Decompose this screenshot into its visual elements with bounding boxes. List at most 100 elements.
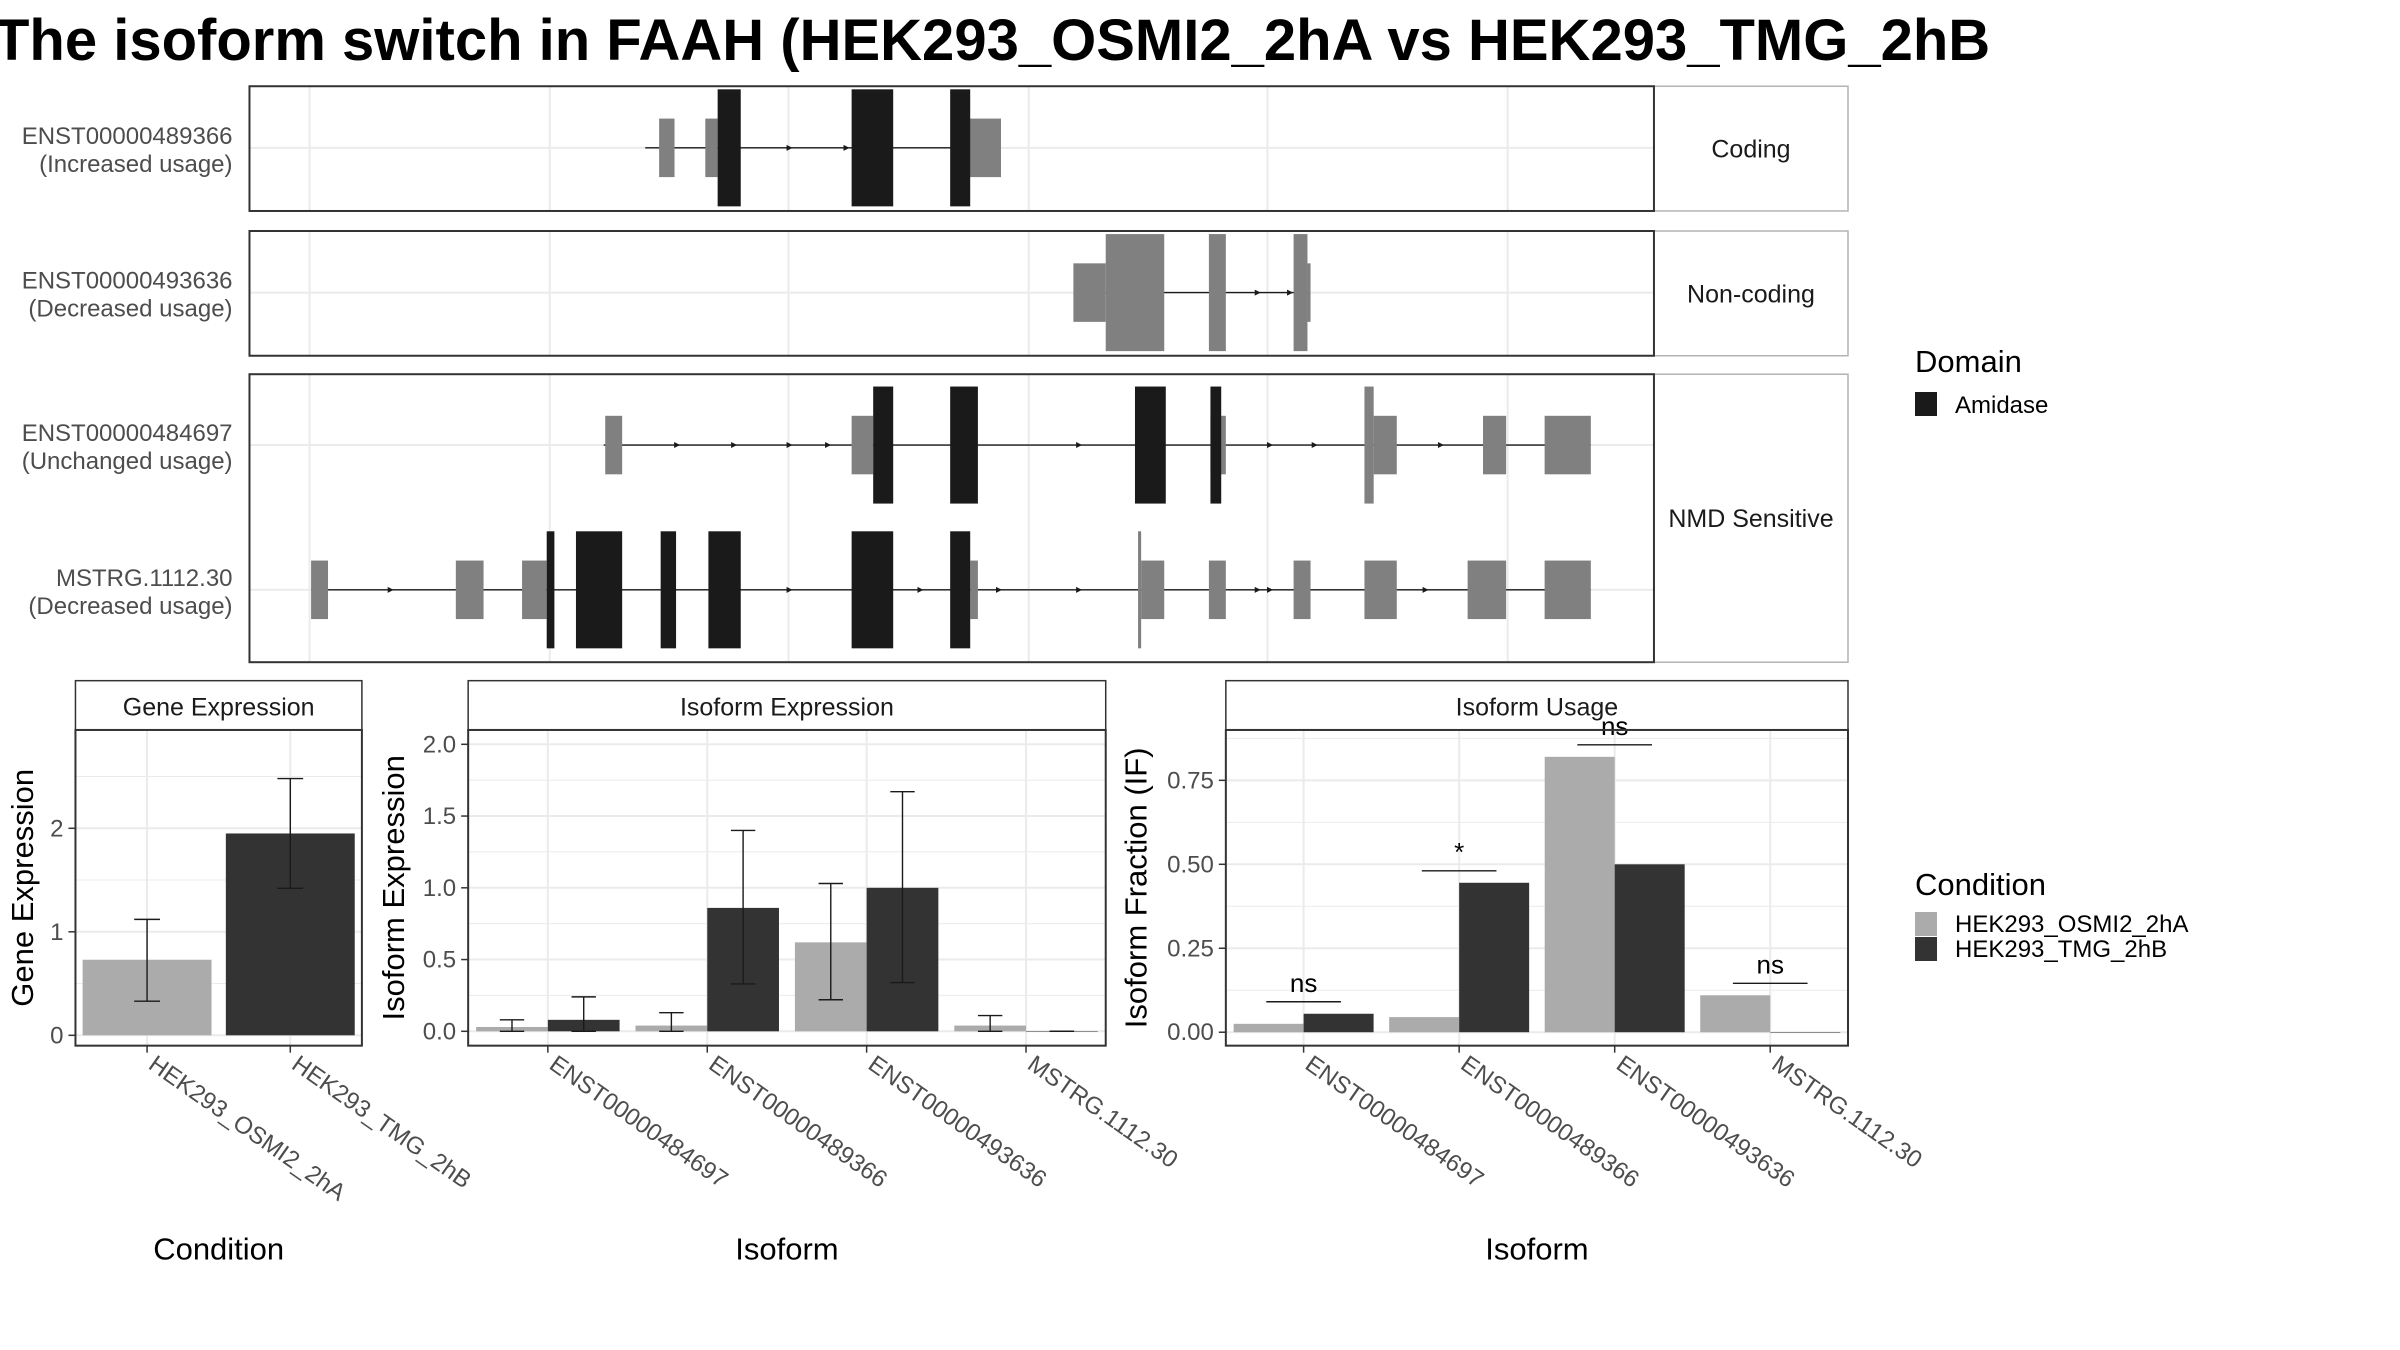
transcript-name-label: MSTRG.1112.30: [56, 565, 233, 592]
y-tick-label: 0: [50, 1022, 63, 1049]
amidase-domain-exon: [717, 89, 741, 207]
facet-panel-border: [248, 230, 1655, 357]
strand-arrow: [674, 442, 681, 449]
utr-exon: [1073, 263, 1106, 322]
facet-strip: [1653, 230, 1849, 357]
utr-exon: [1138, 531, 1142, 649]
y-axis-title: Isoform Expression: [376, 755, 411, 1020]
amidase-domain-exon: [546, 531, 555, 649]
panel-strip-title: Isoform Usage: [1456, 694, 1619, 722]
strand-arrow: [1311, 442, 1318, 449]
y-tick-label: 0.5: [423, 947, 456, 974]
utr-exon: [1307, 263, 1311, 322]
y-tick-label: 2: [50, 815, 63, 842]
y-tick-label: 0.00: [1167, 1019, 1214, 1046]
strand-arrow: [387, 586, 394, 593]
significance-label: ns: [1601, 711, 1628, 741]
y-axis-title: Isoform Fraction (IF): [1119, 747, 1154, 1028]
transcript-name-label: ENST00000489366: [22, 123, 233, 150]
x-axis-title: Isoform: [1485, 1232, 1588, 1267]
strand-arrow: [996, 586, 1002, 593]
utr-exon: [1141, 560, 1165, 620]
panel-strip-title: Isoform Expression: [680, 694, 894, 722]
strand-arrow: [1267, 442, 1274, 449]
amidase-domain-exon: [851, 89, 894, 207]
strand-arrow: [825, 442, 832, 449]
utr-exon: [455, 560, 484, 620]
utr-exon: [1544, 560, 1591, 620]
facet-strip: [1653, 373, 1849, 663]
transcript-usage-label: (Decreased usage): [28, 296, 232, 323]
strand-arrow: [786, 442, 793, 449]
utr-exon: [659, 118, 675, 178]
strand-arrow: [731, 442, 738, 449]
chart-1: Isoform Expression0.00.51.01.52.0ENST000…: [376, 679, 1183, 1267]
legend-label-condition-a: HEK293_OSMI2_2hA: [1955, 911, 2188, 938]
bar: [1233, 1023, 1304, 1033]
y-tick-label: 0.75: [1167, 767, 1214, 794]
strand-arrow: [1254, 289, 1261, 296]
legend-key-condition-b: [1915, 937, 1937, 961]
significance-label: ns: [1756, 949, 1783, 979]
strand-arrow: [1076, 442, 1083, 449]
facet-strip-label: Coding: [1711, 136, 1790, 164]
amidase-domain-exon: [950, 386, 978, 504]
legend-label-condition-b: HEK293_TMG_2hB: [1955, 936, 2167, 963]
bar: [1770, 1032, 1841, 1033]
x-tick-label: MSTRG.1112.30: [1023, 1050, 1183, 1173]
y-tick-label: 1: [50, 919, 63, 946]
amidase-domain-exon: [708, 531, 741, 649]
condition-legend: Condition HEK293_OSMI2_2hA HEK293_TMG_2h…: [1915, 867, 2188, 963]
amidase-domain-exon: [1134, 386, 1166, 504]
y-tick-label: 0.25: [1167, 935, 1214, 962]
utr-exon: [522, 560, 547, 620]
utr-exon: [1293, 234, 1308, 352]
facet-panel-border: [248, 85, 1655, 212]
utr-exon: [851, 415, 874, 475]
amidase-domain-exon: [950, 89, 971, 207]
legend-label-amidase: Amidase: [1955, 392, 2048, 419]
utr-exon: [1208, 234, 1226, 352]
amidase-domain-exon: [1210, 386, 1222, 504]
utr-exon: [1208, 560, 1226, 620]
strand-arrow: [843, 144, 850, 151]
transcript-usage-label: (Decreased usage): [28, 593, 232, 620]
facet-strip: [1653, 85, 1849, 212]
utr-exon: [1105, 234, 1165, 352]
strand-arrow: [786, 586, 793, 593]
y-tick-label: 1.0: [423, 875, 456, 902]
y-tick-label: 0.0: [423, 1018, 456, 1045]
utr-exon: [311, 560, 329, 620]
amidase-domain-exon: [575, 531, 623, 649]
significance-label: *: [1454, 837, 1464, 867]
panel-strip: [1225, 679, 1849, 731]
domain-legend-title: Domain: [1915, 344, 2022, 379]
bar: [1459, 882, 1530, 1033]
strand-arrow: [1267, 586, 1274, 593]
strand-arrow: [1254, 586, 1261, 593]
y-tick-label: 0.50: [1167, 851, 1214, 878]
utr-exon: [1364, 560, 1397, 620]
utr-exon: [1467, 560, 1507, 620]
amidase-domain-exon: [851, 531, 894, 649]
strand-arrow: [1422, 586, 1429, 593]
figure-title: The isoform switch in FAAH (HEK293_OSMI2…: [0, 8, 1990, 73]
plot-panel-border: [74, 728, 363, 1047]
x-axis-title: Isoform: [735, 1232, 838, 1267]
y-tick-label: 1.5: [423, 803, 456, 830]
legend-key-condition-a: [1915, 912, 1937, 936]
amidase-domain-exon: [873, 386, 894, 504]
utr-exon: [965, 118, 1001, 178]
bar: [1389, 1017, 1460, 1033]
utr-exon: [1364, 386, 1374, 504]
facet-strip-label: NMD Sensitive: [1668, 505, 1833, 533]
strand-arrow: [917, 586, 924, 593]
plot-panel-border: [467, 728, 1107, 1047]
significance-label: ns: [1290, 968, 1317, 998]
chart-2: Isoform Usage0.000.250.500.75ns*nsnsENST…: [1119, 679, 1927, 1267]
utr-exon: [1373, 415, 1397, 475]
x-axis-title: Condition: [153, 1232, 284, 1267]
amidase-domain-exon: [950, 531, 971, 649]
strand-arrow: [1437, 442, 1444, 449]
bar: [1614, 864, 1685, 1033]
